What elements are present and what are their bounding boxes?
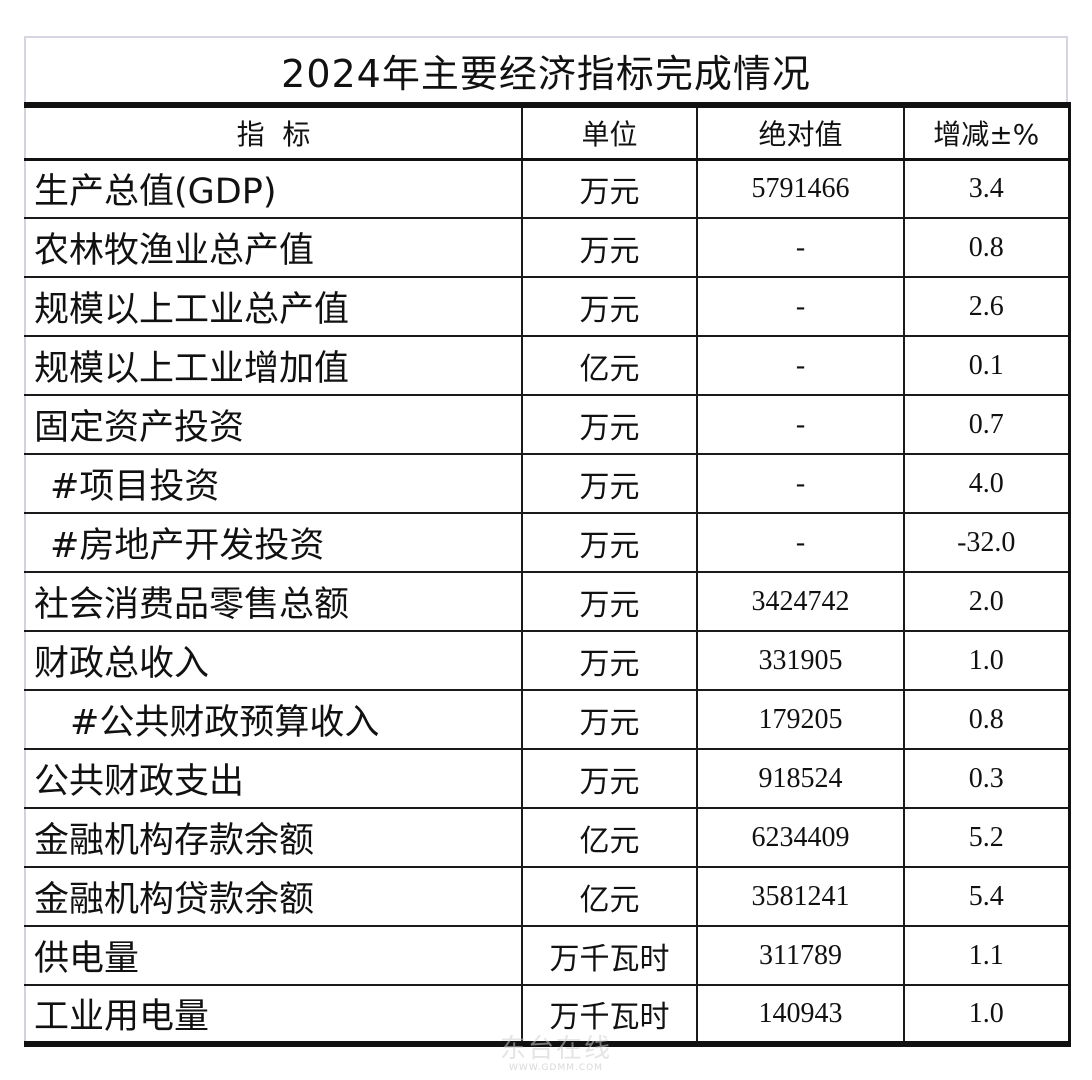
watermark-url: WWW.GDMM.COM — [509, 1063, 603, 1073]
unit-cell: 万元 — [521, 277, 697, 337]
header-unit: 单位 — [521, 105, 697, 161]
unit-cell: 万元 — [521, 395, 697, 455]
unit-cell: 万元 — [521, 631, 697, 691]
unit-cell: 万元 — [521, 513, 697, 573]
change-percent-cell: 1.0 — [903, 985, 1071, 1045]
header-absolute: 绝对值 — [696, 105, 904, 161]
absolute-value-cell: - — [696, 454, 904, 514]
table-row: 规模以上工业增加值 亿元 -0.1 — [24, 336, 1071, 396]
indicator-name-cell: #公共财政预算收入 — [24, 690, 522, 750]
absolute-value-cell: 311789 — [696, 926, 904, 986]
change-percent-cell: 5.4 — [903, 867, 1071, 927]
indicator-name-cell: 社会消费品零售总额 — [24, 572, 522, 632]
absolute-value-cell: 3581241 — [696, 867, 904, 927]
change-percent-cell: 2.0 — [903, 572, 1071, 632]
change-percent-cell: 2.6 — [903, 277, 1071, 337]
table-row: #房地产开发投资 万元 - -32.0 — [24, 513, 1071, 573]
absolute-value-cell: - — [696, 513, 904, 573]
absolute-value-cell: - — [696, 218, 904, 278]
absolute-value-cell: 331905 — [696, 631, 904, 691]
table-row: 固定资产投资 万元 -0.7 — [24, 395, 1071, 455]
change-percent-cell: 5.2 — [903, 808, 1071, 868]
absolute-value-cell: 140943 — [696, 985, 904, 1045]
header-row: 指 标 单位 绝对值 增减±% — [24, 105, 1071, 161]
header-change: 增减±% — [903, 105, 1071, 161]
unit-cell: 亿元 — [521, 336, 697, 396]
indicator-table: 指 标 单位 绝对值 增减±% 生产总值(GDP) 万元 5791466 3.4 农林牧… — [24, 102, 1071, 1047]
indicator-name-cell: 固定资产投资 — [24, 395, 522, 455]
absolute-value-cell: 179205 — [696, 690, 904, 750]
indicator-name-cell: 工业用电量 — [24, 985, 522, 1045]
table-row: 金融机构贷款余额 亿元 3581241 5.4 — [24, 867, 1071, 927]
change-percent-cell: 0.1 — [903, 336, 1071, 396]
absolute-value-cell: 6234409 — [696, 808, 904, 868]
unit-cell: 万元 — [521, 690, 697, 750]
unit-cell: 万元 — [521, 218, 697, 278]
absolute-value-cell: - — [696, 336, 904, 396]
unit-cell: 万千瓦时 — [521, 985, 697, 1045]
table-row: 工业用电量 万千瓦时 140943 1.0 — [24, 985, 1071, 1045]
table-row: 供电量 万千瓦时 311789 1.1 — [24, 926, 1071, 986]
table-row: 财政总收入 万元 331905 1.0 — [24, 631, 1071, 691]
table-row: 生产总值(GDP) 万元 5791466 3.4 — [24, 159, 1071, 219]
absolute-value-cell: 918524 — [696, 749, 904, 809]
table-row: 社会消费品零售总额 万元 3424742 2.0 — [24, 572, 1071, 632]
indicator-name-cell: 公共财政支出 — [24, 749, 522, 809]
indicator-name-cell: #项目投资 — [24, 454, 522, 514]
table-row: #公共财政预算收入 万元 179205 0.8 — [24, 690, 1071, 750]
table-row: 公共财政支出 万元 918524 0.3 — [24, 749, 1071, 809]
change-percent-cell: 0.8 — [903, 690, 1071, 750]
indicator-name-cell: 生产总值(GDP) — [24, 159, 522, 219]
indicator-name-cell: 金融机构贷款余额 — [24, 867, 522, 927]
unit-cell: 万元 — [521, 159, 697, 219]
indicator-sheet: 2024年主要经济指标完成情况 指 标 单位 绝对值 增减±% 生产总值(GDP… — [24, 36, 1071, 1047]
indicator-name-cell: 农林牧渔业总产值 — [24, 218, 522, 278]
indicator-name-cell: 规模以上工业总产值 — [24, 277, 522, 337]
change-percent-cell: 0.8 — [903, 218, 1071, 278]
indicator-name-cell: 供电量 — [24, 926, 522, 986]
change-percent-cell: 0.3 — [903, 749, 1071, 809]
table-row: 金融机构存款余额 亿元 6234409 5.2 — [24, 808, 1071, 868]
indicator-name-cell: 财政总收入 — [24, 631, 522, 691]
table-row: 农林牧渔业总产值 万元 -0.8 — [24, 218, 1071, 278]
indicator-name-cell: #房地产开发投资 — [24, 513, 522, 573]
change-percent-cell: 3.4 — [903, 159, 1071, 219]
unit-cell: 万元 — [521, 749, 697, 809]
unit-cell: 亿元 — [521, 867, 697, 927]
absolute-value-cell: - — [696, 277, 904, 337]
unit-cell: 亿元 — [521, 808, 697, 868]
indicator-name-cell: 金融机构存款余额 — [24, 808, 522, 868]
change-percent-cell: 1.1 — [903, 926, 1071, 986]
unit-cell: 万元 — [521, 454, 697, 514]
unit-cell: 万千瓦时 — [521, 926, 697, 986]
absolute-value-cell: 5791466 — [696, 159, 904, 219]
change-percent-cell: 4.0 — [903, 454, 1071, 514]
table-title: 2024年主要经济指标完成情况 — [24, 36, 1068, 102]
absolute-value-cell: 3424742 — [696, 572, 904, 632]
change-percent-cell: -32.0 — [903, 513, 1071, 573]
table-row: 规模以上工业总产值 万元 -2.6 — [24, 277, 1071, 337]
table-row: #项目投资 万元 -4.0 — [24, 454, 1071, 514]
change-percent-cell: 1.0 — [903, 631, 1071, 691]
absolute-value-cell: - — [696, 395, 904, 455]
change-percent-cell: 0.7 — [903, 395, 1071, 455]
unit-cell: 万元 — [521, 572, 697, 632]
header-indicator: 指 标 — [24, 105, 522, 161]
indicator-name-cell: 规模以上工业增加值 — [24, 336, 522, 396]
